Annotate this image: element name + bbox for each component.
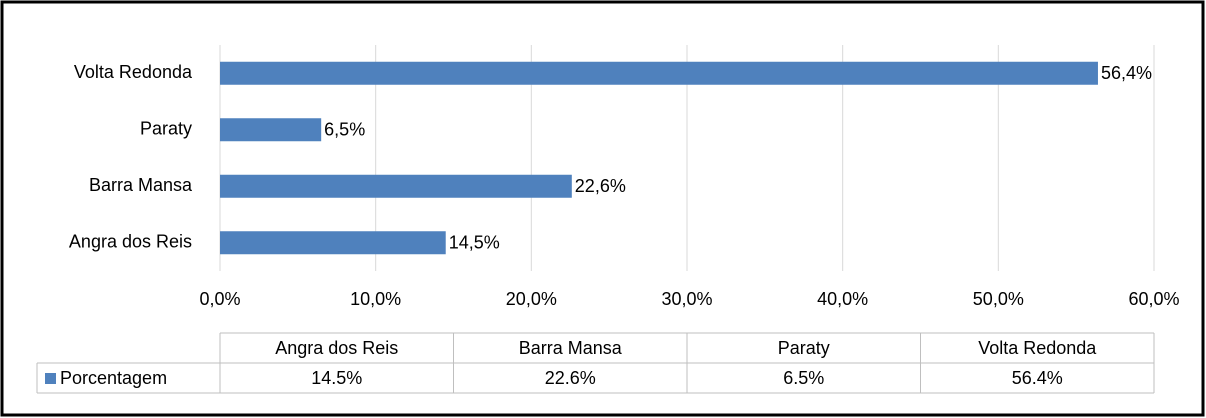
data-label: 14,5% xyxy=(449,233,500,253)
x-tick-label: 50,0% xyxy=(973,289,1024,309)
x-tick-label: 30,0% xyxy=(661,289,712,309)
y-tick-label: Barra Mansa xyxy=(89,175,193,195)
table-cell: 6.5% xyxy=(783,368,824,388)
table-cell: 56.4% xyxy=(1012,368,1063,388)
data-label: 56,4% xyxy=(1101,63,1152,83)
table-cell: 14.5% xyxy=(311,368,362,388)
legend-label: Porcentagem xyxy=(60,368,167,388)
bar xyxy=(220,118,322,142)
table-header: Barra Mansa xyxy=(519,338,623,358)
x-tick-label: 10,0% xyxy=(350,289,401,309)
table-header: Volta Redonda xyxy=(978,338,1097,358)
legend-swatch xyxy=(45,373,56,384)
x-tick-label: 0,0% xyxy=(199,289,240,309)
bar xyxy=(220,231,446,255)
table-header: Paraty xyxy=(778,338,830,358)
bar xyxy=(220,174,572,198)
x-tick-label: 20,0% xyxy=(506,289,557,309)
x-tick-label: 40,0% xyxy=(817,289,868,309)
y-tick-label: Angra dos Reis xyxy=(69,232,192,252)
table-header: Angra dos Reis xyxy=(275,338,398,358)
data-label: 6,5% xyxy=(324,120,365,140)
table-cell: 22.6% xyxy=(545,368,596,388)
y-tick-label: Paraty xyxy=(140,119,192,139)
x-tick-label: 60,0% xyxy=(1128,289,1179,309)
bar xyxy=(220,61,1098,85)
y-tick-label: Volta Redonda xyxy=(74,62,193,82)
data-label: 22,6% xyxy=(575,176,626,196)
